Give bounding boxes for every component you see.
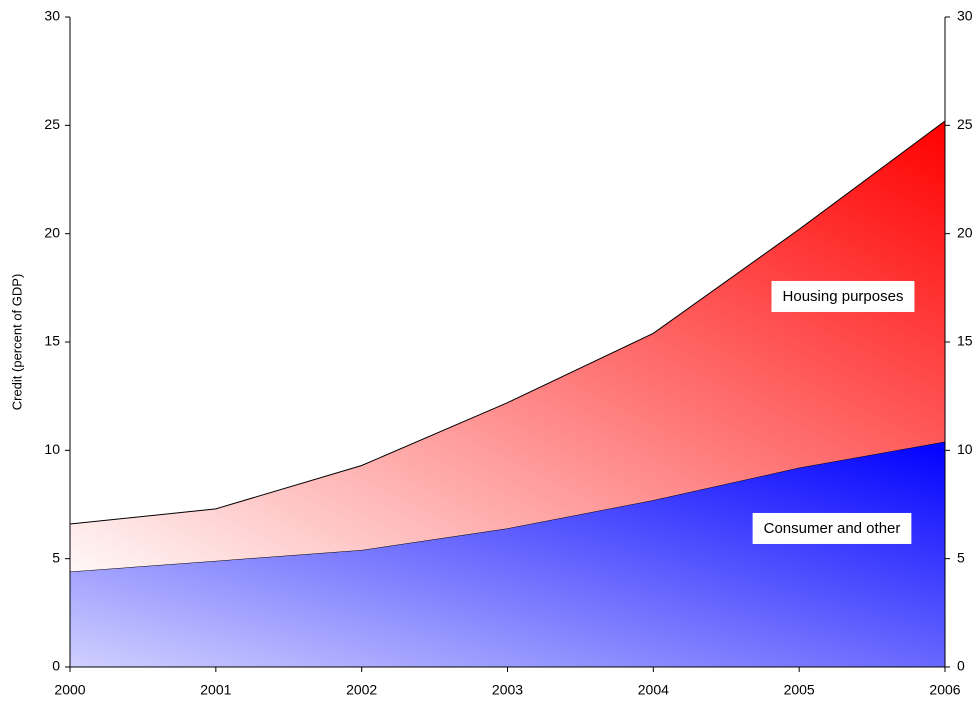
y2-tick-label: 10: [957, 441, 973, 457]
series-label: Housing purposes: [783, 288, 904, 305]
y-tick-label: 15: [44, 333, 60, 349]
y2-tick-label: 20: [957, 224, 973, 240]
y-tick-label: 5: [52, 549, 60, 565]
x-tick-label: 2002: [346, 682, 377, 698]
area-edge: [69, 120, 946, 525]
x-tick-label: 2003: [492, 682, 523, 698]
y-tick-label: 10: [44, 441, 60, 457]
y2-tick-label: 30: [957, 8, 973, 24]
area: [70, 441, 945, 667]
y-tick-label: 30: [44, 8, 60, 24]
y2-tick-label: 25: [957, 116, 973, 132]
y-tick-label: 0: [52, 658, 60, 674]
series-label-box: [752, 512, 912, 544]
x-tick-label: 2001: [200, 682, 231, 698]
x-tick-label: 2006: [929, 682, 960, 698]
x-tick-label: 2000: [54, 682, 85, 698]
y2-tick-label: 5: [957, 549, 965, 565]
y-tick-label: 25: [44, 116, 60, 132]
y-axis-label: Credit (percent of GDP): [9, 274, 24, 411]
y2-tick-label: 0: [957, 658, 965, 674]
y2-tick-label: 15: [957, 333, 973, 349]
y-tick-label: 20: [44, 224, 60, 240]
series-label-box: [771, 280, 915, 312]
series-label: Consumer and other: [764, 520, 901, 537]
x-tick-label: 2005: [784, 682, 815, 698]
x-tick-label: 2004: [638, 682, 669, 698]
area: [70, 121, 945, 572]
